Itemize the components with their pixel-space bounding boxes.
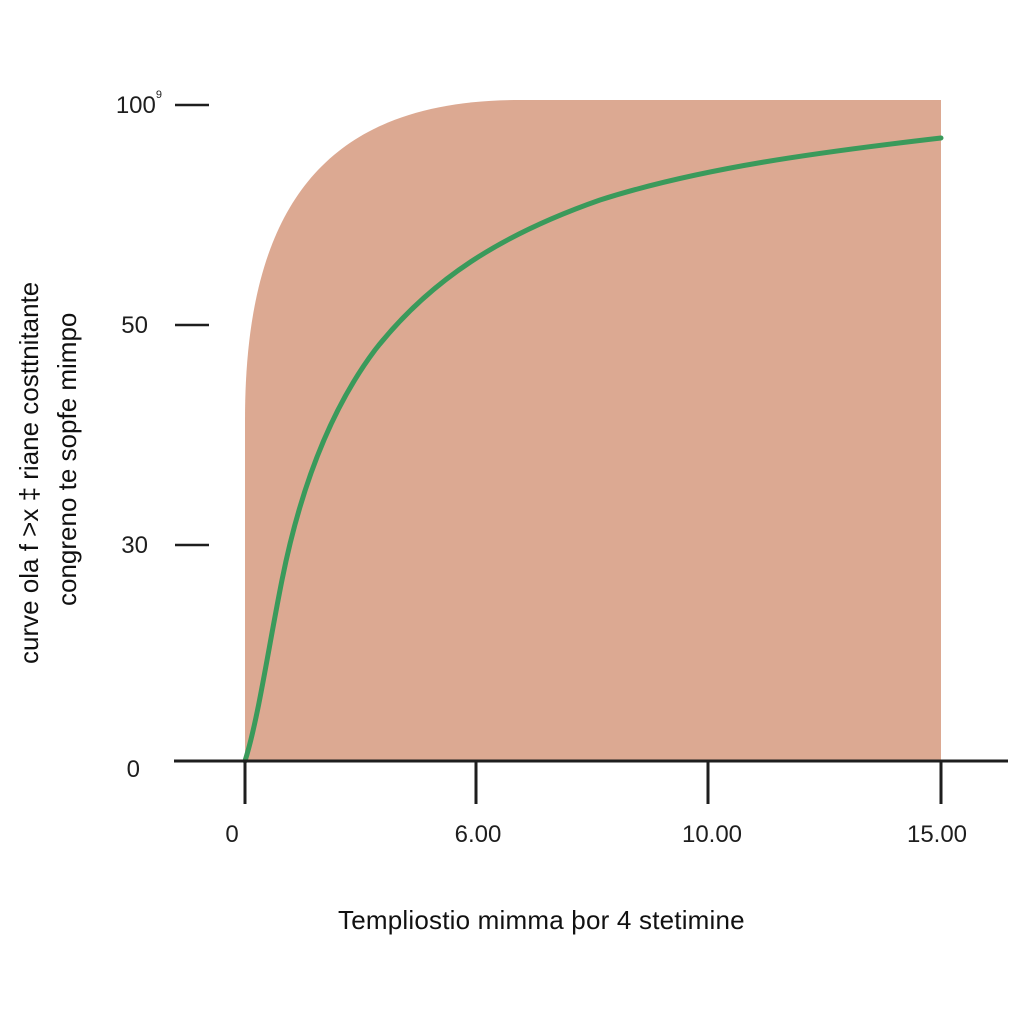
x-tick-label-15: 15.00 — [906, 821, 968, 848]
y-tick-label-0: 0 — [126, 756, 140, 783]
x-axis-title: Templiostio mimma þor 4 stetimine — [338, 905, 745, 935]
y-axis-title-line-2: congreno te sopfe mimpo — [52, 312, 82, 606]
y-tick-label-50: 50 — [121, 312, 148, 339]
x-tick-label-10: 10.00 — [681, 821, 743, 848]
data-curve — [242, 135, 944, 764]
y-tick-label-30: 30 — [121, 532, 148, 559]
y-tick-label-100: 1009 — [115, 89, 162, 119]
y-axis-title-line-1: curve ola f >x ‡ riane costtnitante — [14, 281, 44, 664]
x-tick-label-0: 0 — [225, 821, 239, 848]
x-tick-label-6: 6.00 — [454, 821, 502, 848]
shaded-region — [245, 100, 941, 761]
